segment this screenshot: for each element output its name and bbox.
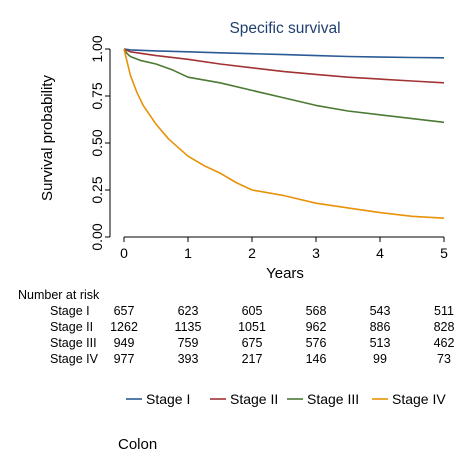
risk-cell: 977 bbox=[113, 352, 135, 366]
risk-cell: 1135 bbox=[174, 320, 202, 334]
y-tick-label: 1.00 bbox=[89, 35, 105, 62]
risk-cell: 1051 bbox=[238, 320, 266, 334]
risk-cell: 393 bbox=[177, 352, 199, 366]
risk-cell: 949 bbox=[113, 336, 135, 350]
risk-cell: 73 bbox=[437, 352, 451, 366]
risk-cell: 543 bbox=[369, 304, 391, 318]
series-line-stage-ii bbox=[123, 48, 445, 84]
x-tick-label: 2 bbox=[248, 245, 256, 261]
axes: 0.00 0.25 0.50 0.75 1.00 0 1 2 3 4 5 bbox=[89, 35, 448, 261]
risk-cell: 217 bbox=[241, 352, 263, 366]
legend: Stage I Stage II Stage III Stage IV bbox=[126, 391, 446, 407]
risk-cell: 605 bbox=[241, 304, 263, 318]
x-tick-label: 0 bbox=[120, 245, 128, 261]
risk-cell: 99 bbox=[373, 352, 387, 366]
risk-row-label: Stage III bbox=[50, 336, 97, 350]
risk-cell: 576 bbox=[305, 336, 327, 350]
risk-cell: 568 bbox=[305, 304, 327, 318]
y-axis-label: Survival probability bbox=[39, 75, 56, 201]
chart-title: Specific survival bbox=[229, 20, 340, 37]
risk-cell: 462 bbox=[433, 336, 455, 350]
x-tick-label: 3 bbox=[312, 245, 320, 261]
risk-cell: 962 bbox=[305, 320, 327, 334]
risk-cell: 1262 bbox=[110, 320, 138, 334]
x-tick-label: 1 bbox=[184, 245, 192, 261]
legend-label-stage-iv: Stage IV bbox=[392, 391, 446, 407]
y-tick-label: 0.75 bbox=[89, 82, 105, 109]
legend-label-stage-i: Stage I bbox=[146, 391, 190, 407]
series-line-stage-iii bbox=[123, 48, 445, 124]
legend-label-stage-iii: Stage III bbox=[307, 391, 359, 407]
risk-row-label: Stage II bbox=[50, 320, 94, 334]
risk-cell: 623 bbox=[177, 304, 199, 318]
legend-label-stage-ii: Stage II bbox=[230, 391, 278, 407]
y-tick-label: 0.00 bbox=[89, 223, 105, 250]
risk-row-label: Stage I bbox=[50, 304, 90, 318]
series-line-stage-i bbox=[123, 48, 445, 59]
x-axis-label: Years bbox=[266, 265, 304, 282]
risk-cell: 511 bbox=[434, 304, 454, 318]
x-tick-label: 4 bbox=[376, 245, 384, 261]
risk-cell: 828 bbox=[433, 320, 455, 334]
series-line-stage-iv bbox=[123, 48, 445, 219]
risk-table-title: Number at risk bbox=[18, 288, 100, 302]
survival-lines bbox=[123, 48, 445, 219]
risk-cell: 146 bbox=[305, 352, 327, 366]
risk-cell: 759 bbox=[177, 336, 199, 350]
x-tick-label: 5 bbox=[440, 245, 448, 261]
risk-row-label: Stage IV bbox=[50, 352, 98, 366]
risk-cell: 657 bbox=[113, 304, 135, 318]
caption: Colon bbox=[118, 436, 158, 453]
y-tick-label: 0.50 bbox=[89, 129, 105, 156]
risk-cell: 675 bbox=[241, 336, 263, 350]
y-tick-label: 0.25 bbox=[89, 176, 105, 203]
risk-cell: 886 bbox=[369, 320, 391, 334]
risk-cell: 513 bbox=[369, 336, 391, 350]
